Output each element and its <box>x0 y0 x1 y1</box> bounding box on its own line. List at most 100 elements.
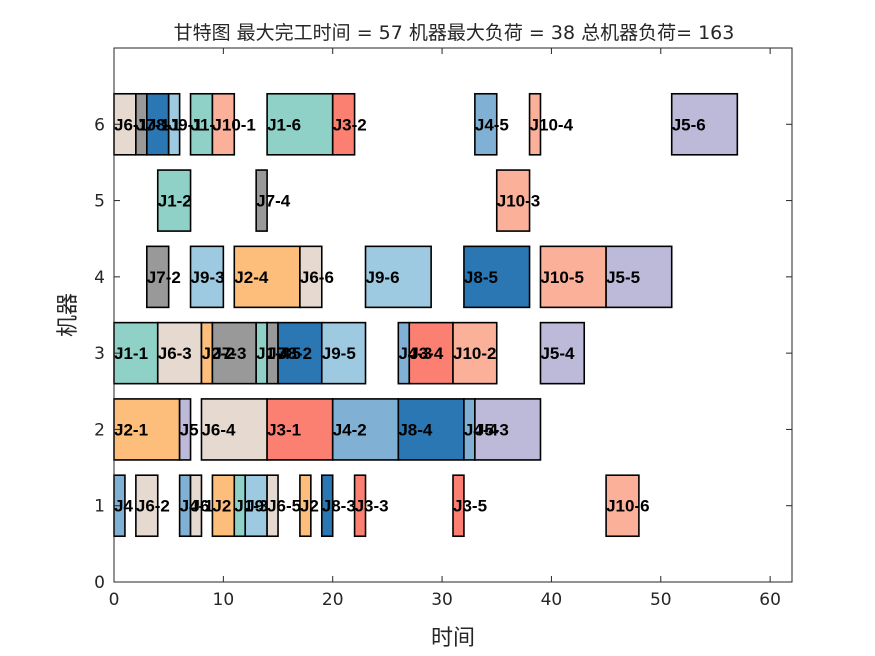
task-bar-m4-J6-6 <box>299 245 323 309</box>
task-label: J4 <box>114 497 133 516</box>
task-bar-m3-J3-4 <box>408 321 454 385</box>
task-bar-m1-J3-5 <box>452 474 465 538</box>
task-bar-m3-J5-4 <box>539 321 586 385</box>
task-label: J9-5 <box>322 344 356 363</box>
axis-ticks: 0 10 20 30 40 50 60 0 1 2 3 4 5 6 <box>94 48 792 610</box>
task-label: J1- <box>191 115 216 134</box>
task-label: J10-5 <box>540 268 583 287</box>
task-label: J6-1 <box>114 115 148 134</box>
task-bar-m4-J5-5 <box>605 245 673 309</box>
chart-title: 甘特图 最大完工时间 = 57 机器最大负荷 = 38 总机器负荷= 163 <box>174 22 735 44</box>
task-label: J3-3 <box>355 497 389 516</box>
task-label: J2 <box>300 497 319 516</box>
task-bar-m5-J1-2 <box>156 169 192 232</box>
task-bar-m5-J7-4 <box>255 169 268 232</box>
task-label: J9-6 <box>366 268 400 287</box>
task-label: J4-1 <box>180 497 214 516</box>
x-tick-label: 30 <box>431 590 453 610</box>
task-label: J7-4 <box>256 192 291 211</box>
task-label: J3-2 <box>333 115 367 134</box>
plot-frame <box>113 47 793 583</box>
task-label: J4-5 <box>475 115 509 134</box>
bars-layer <box>113 92 739 538</box>
task-bar-m6-J10-4 <box>528 92 542 156</box>
task-bar-m6-J10-1 <box>211 92 236 156</box>
task-label: J7-5 <box>267 344 301 363</box>
y-tick-label: 4 <box>94 268 105 288</box>
task-label: J10-1 <box>212 115 255 134</box>
task-label: J10-6 <box>606 497 649 516</box>
x-tick-label: 10 <box>213 590 235 610</box>
task-label: J6-2 <box>136 497 170 516</box>
task-label: J2 <box>212 497 231 516</box>
task-label: J1-4 <box>256 344 291 363</box>
y-tick-label: 3 <box>94 344 105 364</box>
task-label: J5-6 <box>672 115 706 134</box>
task-label: J1-2 <box>158 192 192 211</box>
task-label: J6 <box>191 497 210 516</box>
task-label: J10-2 <box>453 344 496 363</box>
task-bar-m1-J2 <box>299 474 312 538</box>
task-label: J6-4 <box>201 420 236 439</box>
x-tick-label: 50 <box>650 590 672 610</box>
task-bar-m2-J2-1 <box>113 398 181 461</box>
task-label: J5-4 <box>540 344 575 363</box>
task-label: J4-3 <box>398 344 432 363</box>
y-tick-label: 0 <box>94 573 105 593</box>
task-label: J9-3 <box>191 268 225 287</box>
task-bar-m3-J9-5 <box>320 321 367 385</box>
task-bar-m6-J5-6 <box>670 92 739 156</box>
task-bar-m5-J10-3 <box>495 169 531 232</box>
x-axis-label: 时间 <box>431 626 475 651</box>
y-tick-label: 5 <box>94 192 105 212</box>
task-label: J8-5 <box>464 268 498 287</box>
task-label: J2-4 <box>234 268 269 287</box>
task-label: J5 <box>180 420 199 439</box>
task-bar-m3-J6-3 <box>156 321 203 385</box>
task-label: J2-1 <box>114 420 148 439</box>
task-label: J8-1 <box>147 115 181 134</box>
task-label: J5-3 <box>475 420 509 439</box>
task-label: J8-4 <box>398 420 433 439</box>
task-label: J1-3 <box>234 497 268 516</box>
task-label: J3-1 <box>267 420 301 439</box>
task-label: J10-3 <box>497 192 540 211</box>
task-bar-m1-J6 <box>189 474 203 538</box>
task-bar-m6-J1-6 <box>266 92 334 156</box>
task-bar-m6-J4-5 <box>474 92 498 156</box>
task-bar-m2-J5 <box>178 398 192 461</box>
y-tick-label: 1 <box>94 497 105 517</box>
task-label: J1-1 <box>114 344 148 363</box>
x-tick-label: 60 <box>759 590 781 610</box>
task-label: J9-1 <box>169 115 203 134</box>
y-tick-label: 2 <box>94 420 105 440</box>
task-label: J8-3 <box>322 497 356 516</box>
task-bar-m4-J9-6 <box>364 245 432 309</box>
task-bar-m1-J8-3 <box>320 474 334 538</box>
x-tick-label: 40 <box>541 590 563 610</box>
task-bar-m1-J10-6 <box>605 474 640 538</box>
task-bar-m2-J5-3 <box>474 398 542 461</box>
labels-layer: J6-1J7-1J8-1J9-1J1-J10-1 J1-6 J3-2 J4-5 J10-… <box>114 115 706 515</box>
task-bar-m4-J2-4 <box>233 245 301 309</box>
task-label: J6-5 <box>267 497 301 516</box>
task-bar-m1-J6-2 <box>135 474 159 538</box>
task-label: J6-3 <box>158 344 192 363</box>
task-bar-m3-J7-3 <box>211 321 257 385</box>
task-bar-m2-J4-2 <box>331 398 400 461</box>
task-bar-m1-J6-5 <box>266 474 279 538</box>
task-label: J6-6 <box>300 268 334 287</box>
task-bar-m3-J10-2 <box>452 321 498 385</box>
task-bar-m2-J6-4 <box>200 398 268 461</box>
task-bar-m6-J3-2 <box>331 92 356 156</box>
task-label: J5-5 <box>606 268 640 287</box>
task-label: J10-4 <box>530 115 574 134</box>
task-bar-m4-J8-5 <box>463 245 531 309</box>
y-axis-label: 机器 <box>56 293 81 337</box>
x-tick-label: 20 <box>322 590 344 610</box>
y-tick-label: 6 <box>94 115 105 135</box>
x-tick-label: 0 <box>109 590 120 610</box>
task-bar-m6-J9-1 <box>167 92 181 156</box>
task-bar-m4-J7-2 <box>146 245 170 309</box>
